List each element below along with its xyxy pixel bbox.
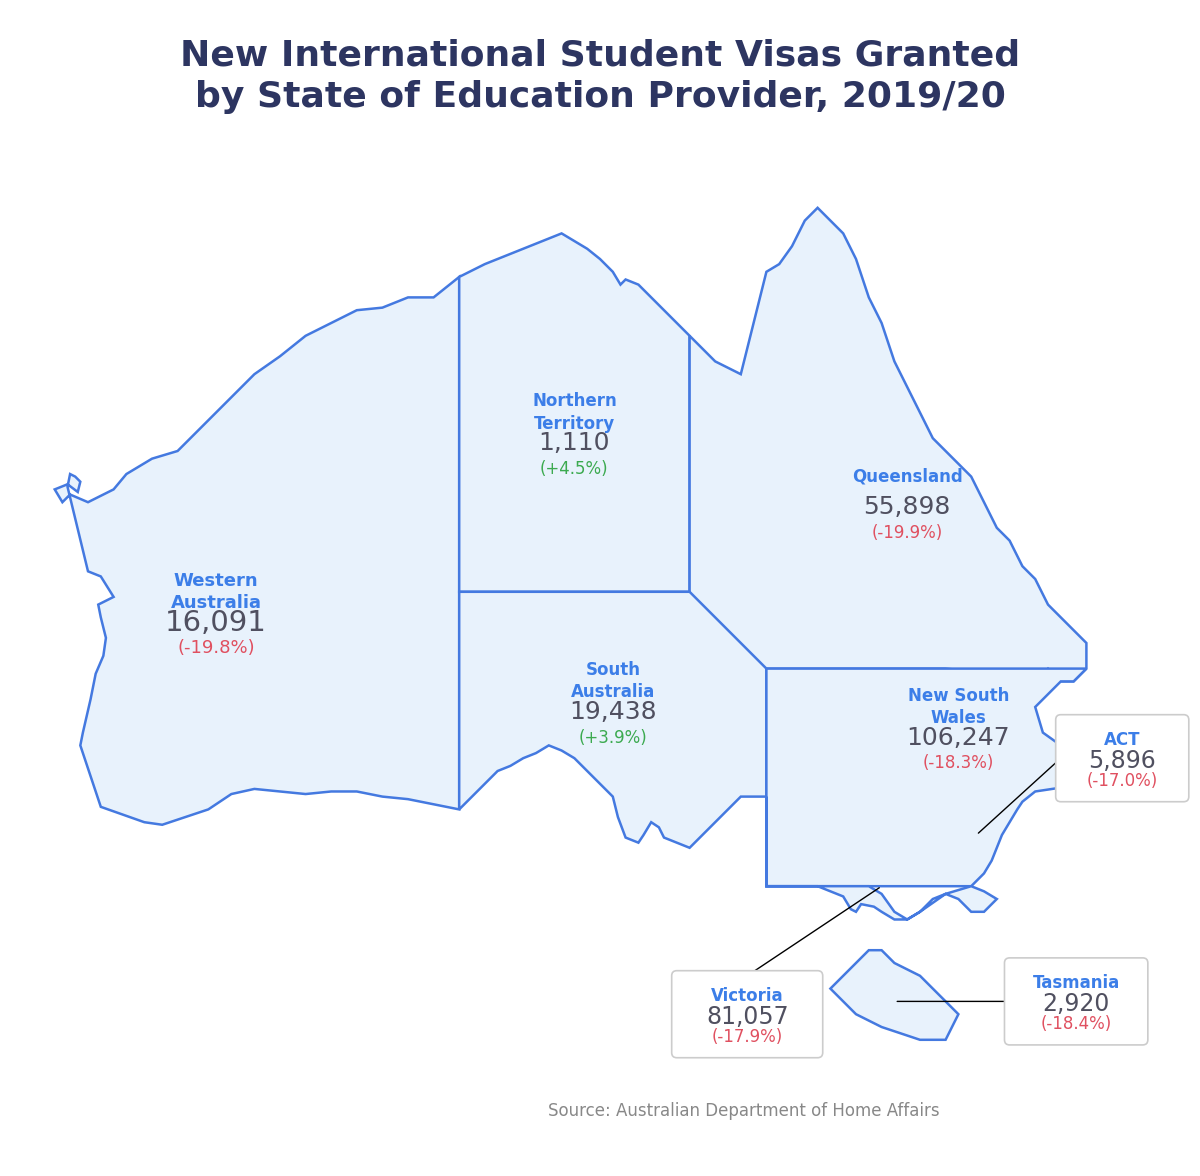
FancyBboxPatch shape [672,970,823,1057]
Polygon shape [460,592,767,848]
Text: New International Student Visas Granted
by State of Education Provider, 2019/20: New International Student Visas Granted … [180,39,1020,114]
Text: South
Australia: South Australia [571,661,655,702]
Text: 16,091: 16,091 [166,608,266,636]
Polygon shape [690,208,1086,694]
Text: 55,898: 55,898 [864,495,950,520]
Text: (-17.9%): (-17.9%) [712,1028,782,1047]
Text: Western
Australia: Western Australia [170,572,262,612]
Text: Victoria: Victoria [710,988,784,1005]
Text: (+3.9%): (+3.9%) [578,729,647,747]
FancyBboxPatch shape [1004,958,1148,1045]
Text: (-19.9%): (-19.9%) [871,524,943,542]
Text: (-18.4%): (-18.4%) [1040,1015,1111,1034]
Polygon shape [767,669,1086,887]
Text: (+4.5%): (+4.5%) [540,460,608,477]
Text: Northern
Territory: Northern Territory [532,393,617,433]
Polygon shape [830,950,959,1040]
FancyBboxPatch shape [1056,715,1189,802]
Text: (-17.0%): (-17.0%) [1087,773,1158,790]
Text: 5,896: 5,896 [1088,749,1156,773]
Text: New South
Wales: New South Wales [907,687,1009,727]
Text: 81,057: 81,057 [706,1004,788,1029]
Text: 2,920: 2,920 [1043,993,1110,1016]
Text: 106,247: 106,247 [906,726,1010,750]
Polygon shape [767,796,997,920]
Polygon shape [55,276,460,824]
Text: 19,438: 19,438 [569,700,656,724]
Text: 1,110: 1,110 [539,432,610,455]
Text: (-19.8%): (-19.8%) [178,639,254,657]
Text: Tasmania: Tasmania [1032,975,1120,993]
Polygon shape [460,233,690,592]
Text: (-18.3%): (-18.3%) [923,754,994,773]
Text: Queensland: Queensland [852,468,962,486]
Text: Source: Australian Department of Home Affairs: Source: Australian Department of Home Af… [548,1102,940,1121]
Text: ACT: ACT [1104,731,1140,749]
